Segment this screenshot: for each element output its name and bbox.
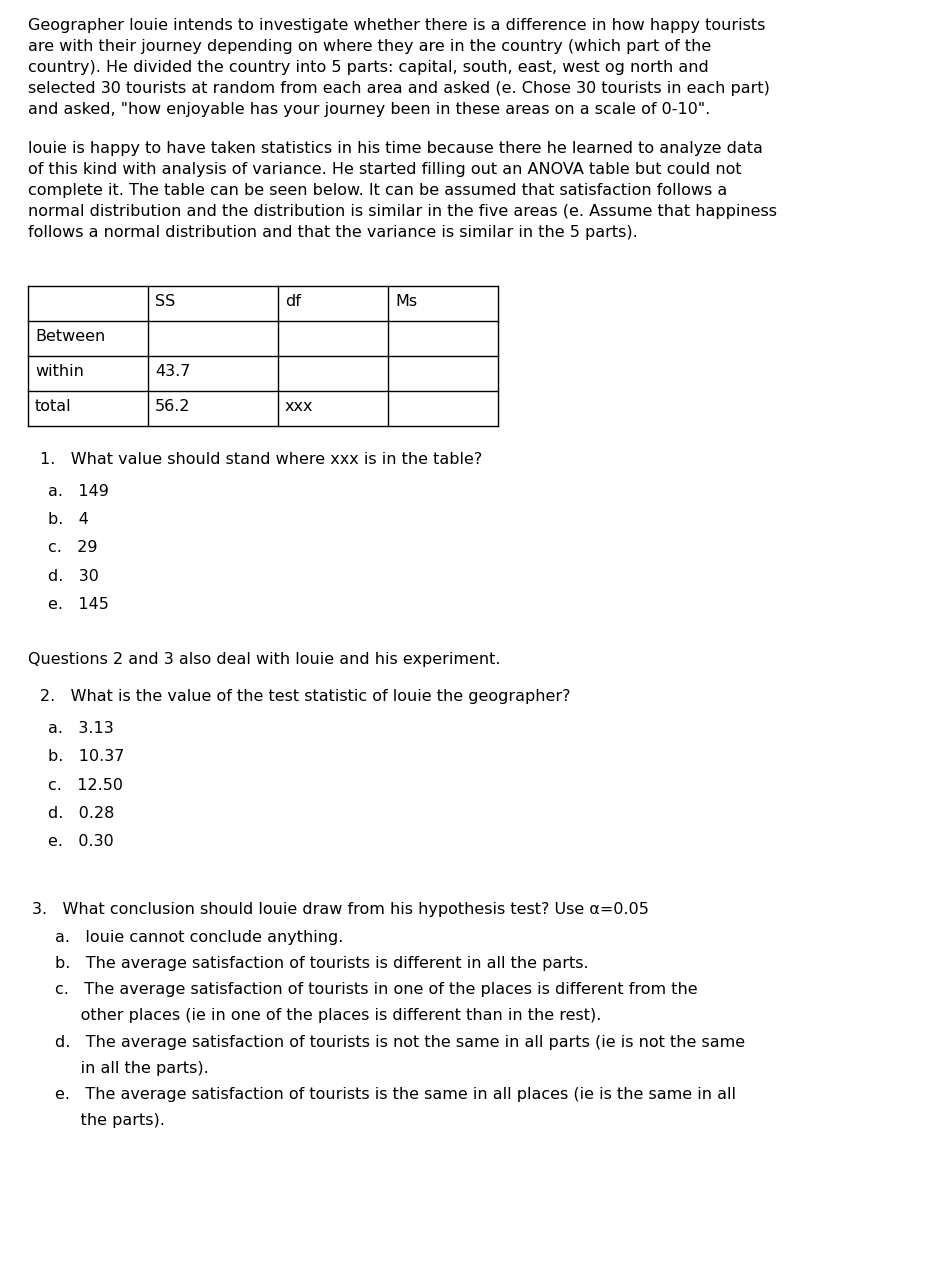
Text: 56.2: 56.2 bbox=[155, 398, 191, 413]
Text: 3.   What conclusion should louie draw from his hypothesis test? Use α=0.05: 3. What conclusion should louie draw fro… bbox=[32, 902, 649, 918]
Text: c.   29: c. 29 bbox=[48, 540, 97, 555]
Text: 43.7: 43.7 bbox=[155, 364, 191, 379]
Text: 1.   What value should stand where xxx is in the table?: 1. What value should stand where xxx is … bbox=[40, 453, 482, 466]
Text: d.   0.28: d. 0.28 bbox=[48, 806, 115, 822]
Text: and asked, "how enjoyable has your journey been in these areas on a scale of 0-1: and asked, "how enjoyable has your journ… bbox=[28, 102, 710, 118]
Text: the parts).: the parts). bbox=[55, 1114, 165, 1129]
Text: total: total bbox=[35, 398, 71, 413]
Text: c.   12.50: c. 12.50 bbox=[48, 777, 123, 793]
Text: b.   The average satisfaction of tourists is different in all the parts.: b. The average satisfaction of tourists … bbox=[55, 956, 589, 971]
Text: df: df bbox=[285, 293, 301, 308]
Text: c.   The average satisfaction of tourists in one of the places is different from: c. The average satisfaction of tourists … bbox=[55, 982, 697, 997]
Text: d.   The average satisfaction of tourists is not the same in all parts (ie is no: d. The average satisfaction of tourists … bbox=[55, 1035, 745, 1049]
Text: xxx: xxx bbox=[285, 398, 314, 413]
Text: a.   149: a. 149 bbox=[48, 484, 109, 498]
Text: a.   louie cannot conclude anything.: a. louie cannot conclude anything. bbox=[55, 929, 344, 944]
Text: b.   10.37: b. 10.37 bbox=[48, 750, 124, 765]
Text: Questions 2 and 3 also deal with louie and his experiment.: Questions 2 and 3 also deal with louie a… bbox=[28, 652, 500, 666]
Text: are with their journey depending on where they are in the country (which part of: are with their journey depending on wher… bbox=[28, 39, 711, 54]
Text: other places (ie in one of the places is different than in the rest).: other places (ie in one of the places is… bbox=[55, 1009, 601, 1024]
Text: SS: SS bbox=[155, 293, 175, 308]
Text: d.   30: d. 30 bbox=[48, 569, 99, 584]
Text: Ms: Ms bbox=[395, 293, 417, 308]
Text: louie is happy to have taken statistics in his time because there he learned to : louie is happy to have taken statistics … bbox=[28, 142, 763, 155]
Text: of this kind with analysis of variance. He started filling out an ANOVA table bu: of this kind with analysis of variance. … bbox=[28, 162, 742, 177]
Text: in all the parts).: in all the parts). bbox=[55, 1060, 208, 1076]
Text: 2.   What is the value of the test statistic of louie the geographer?: 2. What is the value of the test statist… bbox=[40, 689, 570, 704]
Text: e.   145: e. 145 bbox=[48, 597, 109, 612]
Text: normal distribution and the distribution is similar in the five areas (e. Assume: normal distribution and the distribution… bbox=[28, 204, 777, 219]
Text: selected 30 tourists at random from each area and asked (e. Chose 30 tourists in: selected 30 tourists at random from each… bbox=[28, 81, 770, 96]
Text: follows a normal distribution and that the variance is similar in the 5 parts).: follows a normal distribution and that t… bbox=[28, 225, 638, 240]
Text: a.   3.13: a. 3.13 bbox=[48, 720, 114, 736]
Text: country). He divided the country into 5 parts: capital, south, east, west og nor: country). He divided the country into 5 … bbox=[28, 59, 708, 75]
Text: e.   The average satisfaction of tourists is the same in all places (ie is the s: e. The average satisfaction of tourists … bbox=[55, 1087, 736, 1102]
Text: Between: Between bbox=[35, 329, 106, 344]
Text: Geographer louie intends to investigate whether there is a difference in how hap: Geographer louie intends to investigate … bbox=[28, 18, 766, 33]
Text: within: within bbox=[35, 364, 84, 379]
Text: complete it. The table can be seen below. It can be assumed that satisfaction fo: complete it. The table can be seen below… bbox=[28, 183, 727, 198]
Text: e.   0.30: e. 0.30 bbox=[48, 834, 114, 849]
Text: b.   4: b. 4 bbox=[48, 512, 89, 527]
